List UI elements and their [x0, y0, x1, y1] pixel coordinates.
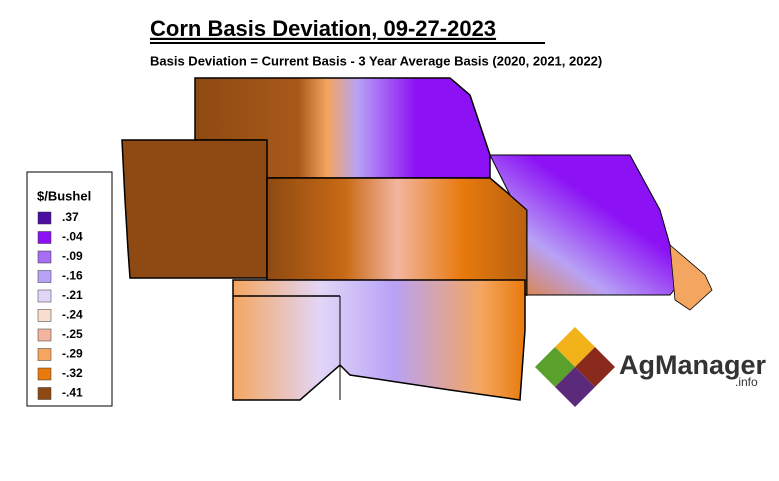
legend-label: -.25: [62, 327, 83, 341]
region-missouri: [669, 244, 713, 311]
logo-name: AgManager: [619, 350, 767, 380]
legend-box: [26, 171, 113, 407]
legend-label: -.29: [62, 347, 83, 361]
region-colorado: [121, 139, 268, 279]
subtitle: Basis Deviation = Current Basis - 3 Year…: [150, 53, 602, 68]
legend-label: -.32: [62, 366, 83, 380]
legend-label: -.16: [62, 269, 83, 283]
legend-swatch: [37, 367, 52, 381]
logo-tile: [555, 367, 595, 407]
legend-label: -.04: [62, 230, 83, 244]
region-oklahoma: [232, 279, 526, 401]
legend-label: -.41: [62, 386, 83, 400]
legend-swatch: [37, 289, 52, 303]
logo-suffix: .info: [735, 375, 758, 389]
legend-swatch: [37, 387, 52, 400]
legend-swatch: [37, 328, 52, 342]
logo: AgManager .info: [535, 327, 767, 407]
legend-label: -.24: [62, 308, 83, 322]
legend-swatch: [37, 250, 52, 264]
legend-items: .37 -.04 -.09 -.16 -.21 -.24 -.25 -.29 -.32 -.41: [37, 210, 83, 400]
region-kansas: [266, 177, 528, 296]
legend-swatch: [37, 270, 52, 283]
legend-label: -.09: [62, 249, 83, 263]
legend-swatch: [37, 309, 52, 322]
legend-swatch: [37, 231, 52, 244]
legend-label: -.21: [62, 288, 83, 302]
legend-title: $/Bushel: [37, 188, 91, 203]
legend-label: .37: [62, 210, 79, 224]
legend-swatch: [37, 211, 52, 225]
title: Corn Basis Deviation, 09-27-2023: [150, 16, 496, 41]
legend-swatch: [37, 348, 52, 361]
